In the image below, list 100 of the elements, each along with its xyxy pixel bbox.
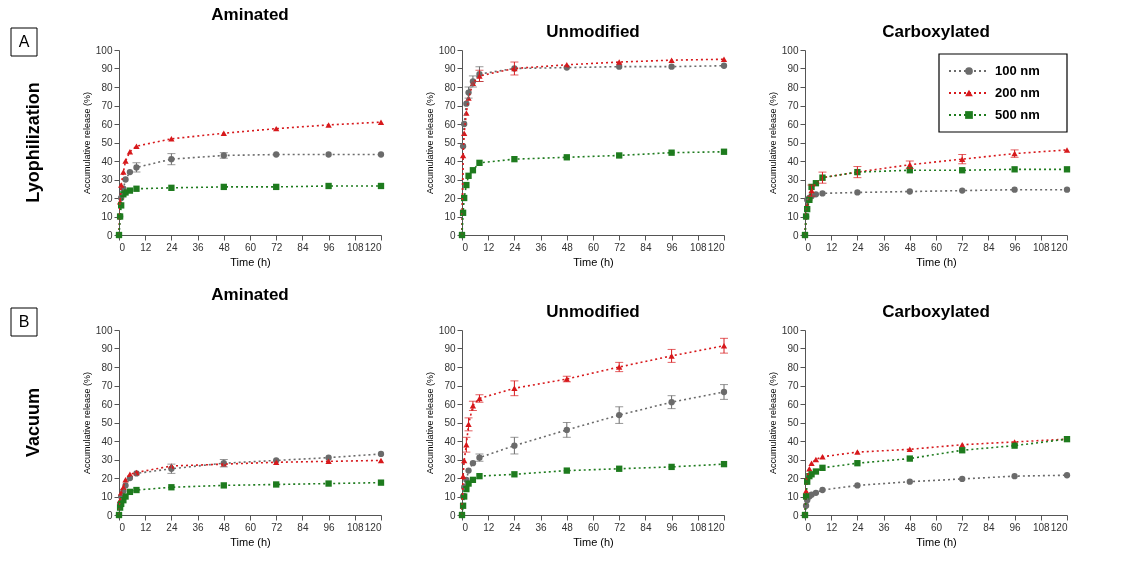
- x-tick-label: 84: [297, 241, 309, 253]
- x-tick-label: 120: [1050, 241, 1068, 253]
- y-tick-label: 80: [444, 361, 456, 373]
- y-tick-label: 90: [787, 63, 799, 74]
- x-tick-label: 60: [930, 241, 943, 253]
- x-tick-label: 48: [218, 521, 231, 533]
- y-tick-label: 20: [444, 472, 456, 484]
- y-tick-label: 30: [444, 174, 456, 185]
- y-tick-label: 50: [444, 417, 456, 428]
- chart-title: Carboxylated: [882, 22, 990, 41]
- y-tick-label: 10: [101, 211, 113, 222]
- y-tick-label: 70: [101, 100, 113, 111]
- x-tick-label: 108: [346, 521, 365, 533]
- x-tick-label: 60: [587, 521, 600, 533]
- x-tick-label: 108: [689, 241, 708, 253]
- y-tick-label: 60: [444, 398, 456, 410]
- y-tick-label: 70: [787, 380, 799, 391]
- x-tick-label: 36: [878, 521, 891, 533]
- y-tick-label: 0: [792, 509, 799, 521]
- y-axis-title: Accumulative release (%): [767, 91, 778, 195]
- y-tick-label: 50: [101, 417, 113, 428]
- y-axis-title: Accumulative release (%): [424, 91, 435, 195]
- x-tick-label: 36: [192, 241, 205, 253]
- x-tick-label: 72: [614, 241, 626, 253]
- x-tick-label: 120: [707, 241, 725, 253]
- x-tick-label: 72: [957, 521, 969, 533]
- y-tick-label: 0: [449, 509, 456, 521]
- y-tick-label: 0: [106, 509, 113, 521]
- y-tick-label: 30: [787, 454, 799, 465]
- y-tick-label: 60: [787, 398, 799, 410]
- x-tick-label: 108: [1032, 241, 1051, 253]
- x-tick-label: 0: [119, 521, 126, 533]
- x-tick-label: 12: [483, 241, 495, 253]
- x-axis-title: Time (h): [230, 535, 271, 548]
- y-tick-label: 90: [444, 63, 456, 74]
- y-tick-label: 90: [444, 343, 456, 354]
- x-tick-label: 108: [346, 241, 365, 253]
- x-tick-label: 0: [462, 241, 469, 253]
- y-tick-label: 10: [444, 491, 456, 502]
- text: A: [18, 33, 30, 50]
- y-tick-label: 90: [101, 343, 113, 354]
- x-axis-title: Time (h): [230, 255, 271, 268]
- x-axis-title: Time (h): [916, 535, 957, 548]
- legend-label: 200 nm: [995, 85, 1040, 100]
- x-tick-label: 84: [297, 521, 309, 533]
- y-axis-title: Accumulative release (%): [81, 371, 92, 475]
- x-tick-label: 36: [535, 241, 548, 253]
- y-tick-label: 100: [438, 324, 456, 336]
- y-tick-label: 10: [787, 491, 799, 502]
- y-tick-label: 50: [101, 137, 113, 148]
- x-tick-label: 96: [1009, 241, 1022, 253]
- x-tick-label: 48: [904, 521, 917, 533]
- chart-title: Aminated: [211, 4, 289, 24]
- x-tick-label: 12: [483, 521, 495, 533]
- y-tick-label: 20: [787, 472, 799, 484]
- x-tick-label: 48: [561, 521, 574, 533]
- x-tick-label: 12: [826, 521, 838, 533]
- x-tick-label: 84: [640, 521, 652, 533]
- x-tick-label: 0: [805, 521, 812, 533]
- y-axis-title: Accumulative release (%): [81, 91, 92, 195]
- x-tick-label: 96: [666, 521, 679, 533]
- y-tick-label: 80: [787, 81, 799, 93]
- x-tick-label: 48: [218, 241, 231, 253]
- x-tick-label: 96: [1009, 521, 1022, 533]
- text: Vacuum: [23, 387, 43, 458]
- x-tick-label: 72: [614, 521, 626, 533]
- x-tick-label: 60: [244, 521, 257, 533]
- y-tick-label: 30: [444, 454, 456, 465]
- x-tick-label: 96: [666, 241, 679, 253]
- y-tick-label: 30: [787, 174, 799, 185]
- y-tick-label: 60: [444, 118, 456, 130]
- legend-label: 100 nm: [995, 63, 1040, 78]
- x-tick-label: 24: [852, 521, 864, 533]
- x-tick-label: 120: [364, 241, 382, 253]
- y-tick-label: 10: [787, 211, 799, 222]
- y-tick-label: 80: [101, 81, 113, 93]
- y-tick-label: 20: [101, 472, 113, 484]
- x-tick-label: 96: [323, 521, 336, 533]
- y-tick-label: 0: [106, 229, 113, 241]
- x-tick-label: 12: [140, 241, 152, 253]
- y-tick-label: 60: [101, 118, 113, 130]
- x-tick-label: 84: [640, 241, 652, 253]
- y-tick-label: 40: [101, 435, 113, 447]
- y-tick-label: 20: [101, 192, 113, 204]
- x-tick-label: 72: [271, 241, 283, 253]
- x-tick-label: 84: [983, 521, 995, 533]
- x-tick-label: 24: [852, 241, 864, 253]
- x-tick-label: 120: [707, 521, 725, 533]
- chart-title: Carboxylated: [882, 302, 990, 321]
- y-tick-label: 40: [787, 435, 799, 447]
- x-tick-label: 24: [166, 241, 178, 253]
- x-tick-label: 24: [166, 521, 178, 533]
- y-tick-label: 90: [101, 63, 113, 74]
- y-tick-label: 100: [95, 44, 113, 56]
- chart-title: Aminated: [211, 284, 289, 304]
- y-tick-label: 80: [787, 361, 799, 373]
- x-tick-label: 60: [244, 241, 257, 253]
- x-tick-label: 84: [983, 241, 995, 253]
- y-tick-label: 70: [787, 100, 799, 111]
- x-axis-title: Time (h): [916, 255, 957, 268]
